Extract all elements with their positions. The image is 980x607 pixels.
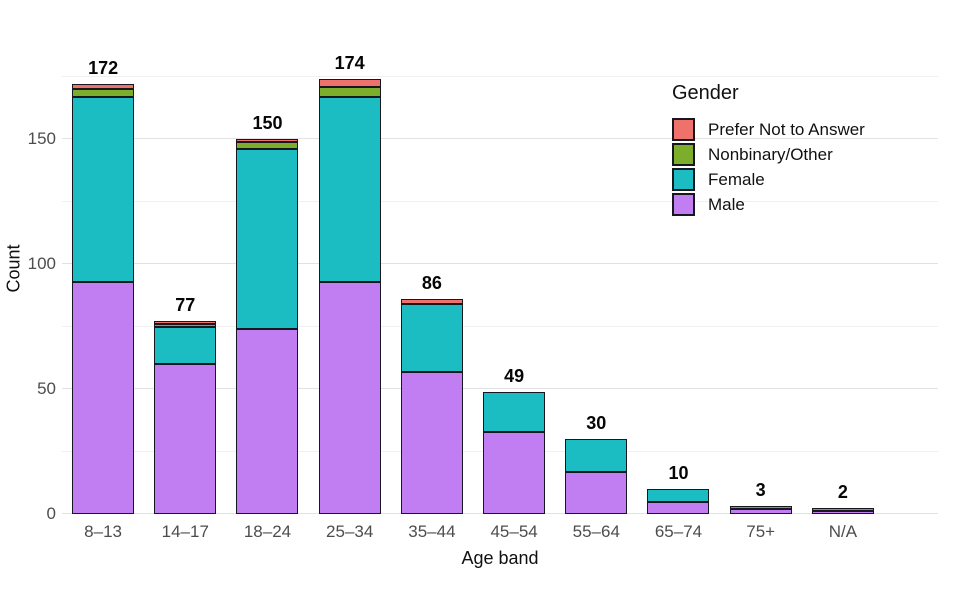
legend-item-label: Nonbinary/Other xyxy=(708,144,833,164)
legend-items: Prefer Not to Answer Nonbinary/Other Femal… xyxy=(672,118,865,216)
x-axis-tick-label: 75+ xyxy=(746,522,776,541)
x-axis-tick-label: 65–74 xyxy=(654,522,703,541)
bar-segment-male xyxy=(154,364,217,514)
bar-segment-prefer-not-to-answer xyxy=(318,79,381,87)
bar-slot: 77 14–17 xyxy=(144,20,226,541)
bar-slot: 49 45–54 xyxy=(473,20,555,541)
gridline-major xyxy=(62,388,938,389)
y-axis-tick-label: 50 xyxy=(37,379,56,398)
bar-stack xyxy=(236,138,299,514)
bar-segment-male xyxy=(811,511,874,514)
bar-stack xyxy=(72,84,135,514)
gridline-major xyxy=(62,263,938,264)
bar-stack xyxy=(647,489,710,514)
bar-slot: 3 75+ xyxy=(720,20,802,541)
bar-slot: 174 25–34 xyxy=(309,20,391,541)
bar-segment-nonbinary-other xyxy=(72,89,135,97)
bar-segment-female xyxy=(154,326,217,364)
bar-segment-male xyxy=(318,281,381,514)
bar-segment-male xyxy=(729,509,792,514)
bar-segment-nonbinary-other xyxy=(154,323,217,327)
bar-slot: 150 18–24 xyxy=(226,20,308,541)
bar-segment-prefer-not-to-answer xyxy=(236,138,299,142)
bar-segment-male xyxy=(400,371,463,514)
bar-stack xyxy=(318,79,381,514)
gridline-major xyxy=(62,138,938,139)
gridline-minor xyxy=(62,200,938,202)
x-axis-tick-label: 14–17 xyxy=(161,522,209,541)
bar-segment-female xyxy=(565,439,628,472)
legend-swatch-male-icon xyxy=(672,193,695,216)
bar-segment-male xyxy=(236,329,299,514)
bar-total-label: 10 xyxy=(668,463,689,483)
gridline-minor xyxy=(62,325,938,327)
bar-stack xyxy=(811,508,874,514)
bar-segment-male xyxy=(72,281,135,514)
bar-segment-prefer-not-to-answer xyxy=(154,320,217,324)
x-axis-tick-label: 18–24 xyxy=(243,522,292,541)
bar-stack xyxy=(483,391,546,514)
bar-total-label: 150 xyxy=(252,112,283,133)
legend-swatch-female-icon xyxy=(672,168,695,191)
bar-segment-male xyxy=(647,501,710,514)
bar-total-label: 30 xyxy=(586,413,607,433)
x-axis-tick-label: N/A xyxy=(828,522,858,541)
bar-segment-female xyxy=(811,508,874,511)
bar-segment-male xyxy=(565,471,628,514)
y-axis-tick-label: 0 xyxy=(46,504,56,523)
x-axis-tick-label: 35–44 xyxy=(408,522,456,541)
bar-slot: 30 55–64 xyxy=(555,20,637,541)
bar-segment-female xyxy=(72,96,135,282)
legend: Gender Prefer Not to Answer Nonbinary/Oth… xyxy=(672,82,865,218)
bar-total-label: 3 xyxy=(755,480,766,500)
bar-stack xyxy=(729,506,792,514)
bar-total-label: 2 xyxy=(837,482,848,502)
bar-stack xyxy=(565,439,628,514)
bar-slot: 172 8–13 xyxy=(62,20,144,541)
bar-total-label: 49 xyxy=(504,365,525,386)
gridline-minor xyxy=(62,75,938,77)
x-axis-tick-label: 8–13 xyxy=(84,522,122,541)
legend-swatch-prefer-not-to-answer-icon xyxy=(672,118,695,141)
legend-item-male: Male xyxy=(672,193,865,216)
bar-segment-female xyxy=(318,96,381,282)
y-axis-tick-label: 150 xyxy=(27,129,56,148)
bar-slot: 86 35–44 xyxy=(391,20,473,541)
legend-item-label: Prefer Not to Answer xyxy=(708,119,865,139)
bar-segment-female xyxy=(647,489,710,502)
bar-segment-nonbinary-other xyxy=(318,86,381,97)
bar-segment-prefer-not-to-answer xyxy=(72,84,135,89)
bar-segment-male xyxy=(483,431,546,514)
legend-item-female: Female xyxy=(672,168,865,191)
bar-segment-female xyxy=(400,304,463,372)
legend-item-label: Male xyxy=(708,194,745,214)
y-axis-tick-label: 100 xyxy=(27,254,56,273)
bar-slot: 2 N/A xyxy=(802,20,884,541)
x-axis-title: Age band xyxy=(461,548,539,568)
bar-segment-prefer-not-to-answer xyxy=(400,299,463,304)
bar-segment-nonbinary-other xyxy=(236,141,299,149)
bar-segment-female xyxy=(729,506,792,509)
legend-swatch-nonbinary-other-icon xyxy=(672,143,695,166)
bar-total-label: 77 xyxy=(175,294,196,315)
bar-total-label: 86 xyxy=(421,273,442,293)
x-axis-tick-label: 25–34 xyxy=(326,522,374,541)
x-axis-tick-label: 45–54 xyxy=(490,522,538,541)
bar-segment-female xyxy=(236,149,299,329)
legend-item-label: Female xyxy=(708,169,765,189)
bar-total-label: 172 xyxy=(88,58,119,78)
x-axis-tick-label: 55–64 xyxy=(572,522,620,541)
legend-item-prefer-not-to-answer: Prefer Not to Answer xyxy=(672,118,865,141)
bar-stack xyxy=(400,299,463,514)
bar-slot: 10 65–74 xyxy=(637,20,719,541)
legend-title: Gender xyxy=(672,82,739,104)
bar-stack xyxy=(154,320,217,514)
bar-total-label: 174 xyxy=(334,53,365,73)
plot-panel: 172 8–13 77 14–17 150 18–24 174 25–34 86 35–44 49 4… xyxy=(62,20,938,541)
legend-item-nonbinary-other: Nonbinary/Other xyxy=(672,143,865,166)
bar-segment-female xyxy=(483,391,546,432)
